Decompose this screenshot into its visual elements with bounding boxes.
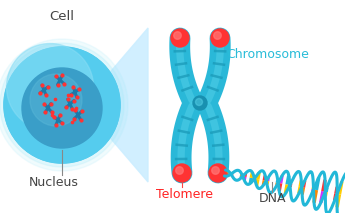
- Circle shape: [211, 29, 229, 47]
- Circle shape: [212, 167, 219, 174]
- Text: Cell: Cell: [49, 10, 75, 23]
- Text: Telomere: Telomere: [157, 187, 214, 200]
- Text: DNA: DNA: [258, 191, 286, 204]
- Circle shape: [171, 29, 189, 47]
- Circle shape: [209, 164, 227, 182]
- Circle shape: [0, 43, 124, 167]
- Circle shape: [176, 167, 183, 174]
- Circle shape: [4, 47, 120, 163]
- Text: Nucleus: Nucleus: [29, 177, 79, 190]
- Circle shape: [174, 32, 181, 39]
- Circle shape: [193, 96, 207, 110]
- Circle shape: [7, 43, 93, 131]
- Circle shape: [173, 164, 191, 182]
- Circle shape: [30, 74, 82, 126]
- Circle shape: [196, 98, 203, 105]
- Text: Chromosome: Chromosome: [227, 49, 309, 62]
- Circle shape: [214, 32, 221, 39]
- Circle shape: [22, 68, 102, 148]
- Circle shape: [4, 47, 120, 163]
- Polygon shape: [82, 28, 148, 182]
- Circle shape: [0, 39, 128, 171]
